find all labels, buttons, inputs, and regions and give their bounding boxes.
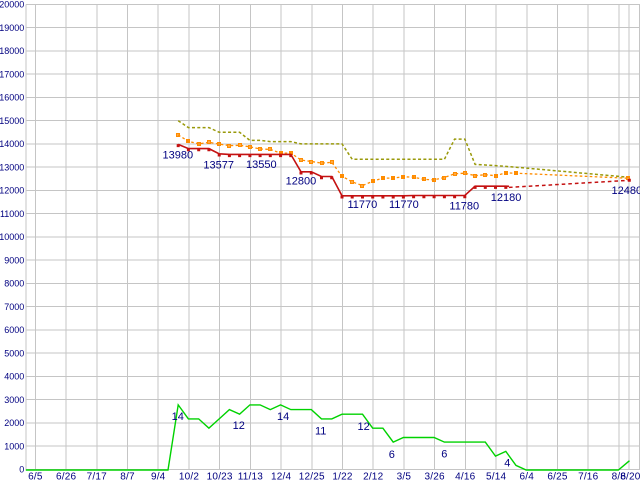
svg-text:11/13: 11/13 — [238, 471, 264, 480]
svg-text:13577: 13577 — [203, 159, 234, 171]
svg-text:5000: 5000 — [4, 348, 24, 358]
svg-text:9000: 9000 — [4, 255, 24, 265]
svg-text:0: 0 — [19, 465, 24, 475]
svg-text:6/5: 6/5 — [28, 471, 43, 480]
svg-text:1000: 1000 — [4, 441, 24, 451]
svg-text:12180: 12180 — [491, 192, 522, 204]
svg-text:2/12: 2/12 — [363, 471, 384, 480]
svg-text:4/16: 4/16 — [455, 471, 476, 480]
svg-text:8000: 8000 — [4, 279, 24, 289]
svg-text:3/5: 3/5 — [397, 471, 412, 480]
svg-text:8/7: 8/7 — [120, 471, 135, 480]
svg-text:12: 12 — [358, 421, 370, 433]
svg-text:15000: 15000 — [0, 116, 24, 126]
svg-text:12480: 12480 — [612, 185, 640, 197]
svg-text:6: 6 — [389, 449, 395, 461]
svg-text:4000: 4000 — [4, 372, 24, 382]
svg-text:19000: 19000 — [0, 23, 24, 33]
svg-text:13550: 13550 — [246, 159, 277, 171]
svg-text:7000: 7000 — [4, 302, 24, 312]
svg-text:1/22: 1/22 — [332, 471, 353, 480]
svg-text:6000: 6000 — [4, 325, 24, 335]
svg-text:17000: 17000 — [0, 69, 24, 79]
svg-text:6: 6 — [441, 448, 447, 460]
svg-text:12/25: 12/25 — [299, 471, 325, 480]
svg-text:7/16: 7/16 — [578, 471, 599, 480]
svg-text:6/25: 6/25 — [547, 471, 568, 480]
svg-text:12/4: 12/4 — [271, 471, 292, 480]
svg-text:11: 11 — [315, 425, 326, 437]
svg-text:5/14: 5/14 — [486, 471, 507, 480]
svg-text:14: 14 — [172, 411, 184, 423]
svg-text:20000: 20000 — [0, 0, 24, 10]
svg-text:8/20: 8/20 — [620, 471, 640, 480]
svg-text:12800: 12800 — [286, 175, 317, 187]
svg-text:3/26: 3/26 — [424, 471, 445, 480]
svg-text:11770: 11770 — [348, 199, 378, 211]
svg-text:9/4: 9/4 — [151, 471, 166, 480]
svg-text:10/2: 10/2 — [179, 471, 200, 480]
svg-text:16000: 16000 — [0, 93, 24, 103]
svg-text:14000: 14000 — [0, 139, 24, 149]
svg-text:10000: 10000 — [0, 232, 24, 242]
svg-text:11000: 11000 — [0, 209, 24, 219]
svg-text:11780: 11780 — [449, 200, 479, 212]
svg-text:6/4: 6/4 — [520, 471, 535, 480]
svg-text:6/26: 6/26 — [56, 471, 77, 480]
svg-text:14: 14 — [277, 411, 289, 423]
svg-text:3000: 3000 — [4, 395, 24, 405]
svg-text:4: 4 — [504, 458, 510, 470]
svg-text:2000: 2000 — [4, 418, 24, 428]
svg-text:8/6: 8/6 — [612, 471, 627, 480]
svg-text:12: 12 — [233, 420, 245, 432]
svg-text:13980: 13980 — [163, 149, 194, 161]
svg-text:12000: 12000 — [0, 186, 24, 196]
svg-text:13000: 13000 — [0, 162, 24, 172]
svg-text:7/17: 7/17 — [87, 471, 108, 480]
svg-text:10/23: 10/23 — [207, 471, 233, 480]
svg-text:18000: 18000 — [0, 46, 24, 56]
svg-text:11770: 11770 — [389, 199, 419, 211]
